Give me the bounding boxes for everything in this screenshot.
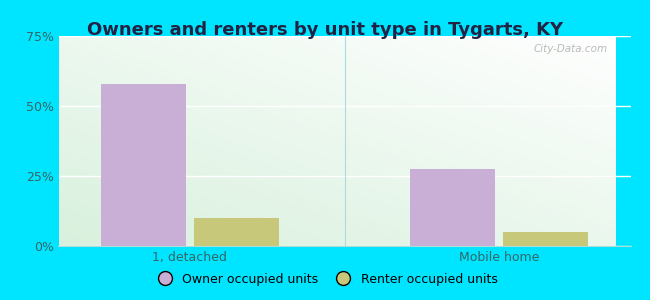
Text: City-Data.com: City-Data.com — [533, 44, 607, 54]
Bar — [194, 218, 279, 246]
Bar — [503, 232, 588, 246]
Bar — [101, 84, 186, 246]
Text: Owners and renters by unit type in Tygarts, KY: Owners and renters by unit type in Tygar… — [87, 21, 563, 39]
Legend: Owner occupied units, Renter occupied units: Owner occupied units, Renter occupied un… — [148, 268, 502, 291]
Bar — [410, 169, 495, 246]
